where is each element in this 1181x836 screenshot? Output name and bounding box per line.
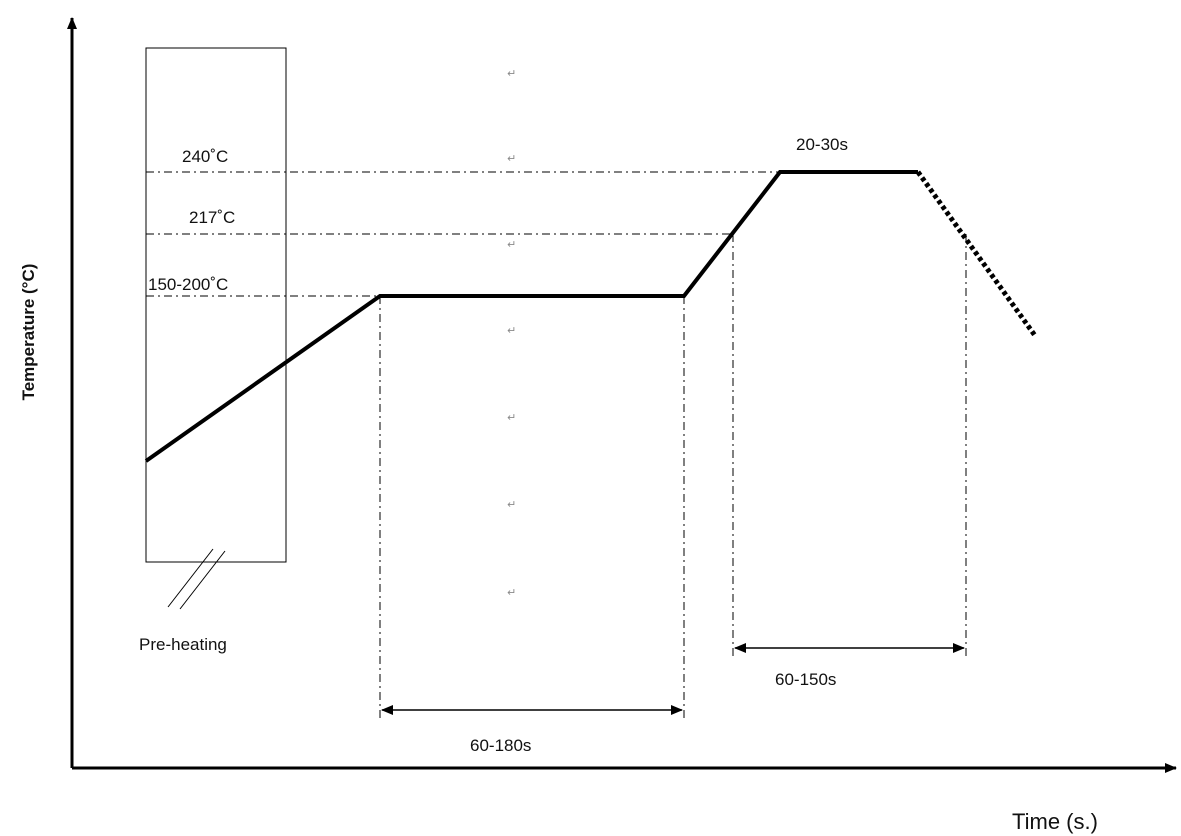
preheat-pointer-1: [167, 548, 214, 608]
label-soak-time: 60-180s: [470, 736, 531, 755]
preheat-pointer-2: [179, 550, 226, 610]
preheat-zone-box: [145, 47, 287, 563]
label-240c: 240˚C: [182, 147, 228, 166]
cooling-segment: [915, 170, 1039, 339]
paragraph-mark: ↵: [507, 238, 516, 251]
y-axis-label: Temperature (°C): [19, 264, 38, 401]
label-peak-time: 20-30s: [796, 135, 848, 154]
label-preheating: Pre-heating: [139, 635, 227, 654]
x-axis-label: Time (s.): [1012, 809, 1098, 834]
paragraph-mark: ↵: [507, 67, 516, 80]
paragraph-mark: ↵: [507, 152, 516, 165]
label-150-200c: 150-200˚C: [148, 275, 228, 294]
paragraph-mark: ↵: [507, 586, 516, 599]
paragraph-mark: ↵: [507, 411, 516, 424]
paragraph-mark: ↵: [507, 324, 516, 337]
label-217c: 217˚C: [189, 208, 235, 227]
reflow-profile-curve: [144, 170, 918, 463]
paragraph-mark: ↵: [507, 498, 516, 511]
label-liquidus-time: 60-150s: [775, 670, 836, 689]
